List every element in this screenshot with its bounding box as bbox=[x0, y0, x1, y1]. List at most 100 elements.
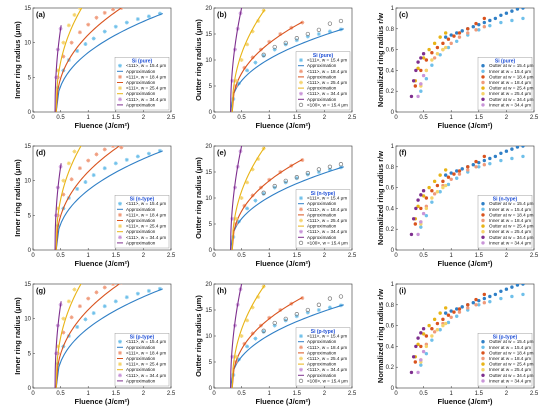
legend-entry: Approximation bbox=[307, 339, 337, 344]
data-point bbox=[457, 310, 462, 314]
data-point bbox=[66, 161, 71, 166]
data-point bbox=[81, 278, 85, 282]
data-point bbox=[446, 45, 451, 50]
chart-panel-g: 0 0.5 1 1.5 2 2.5 0 5 10 15 Fluence (J/cm²) Inner r… bbox=[13, 278, 176, 406]
data-point bbox=[452, 34, 456, 38]
legend-entry: <111>, w = 25.4 μm bbox=[126, 86, 166, 91]
y-tick-label: 0 bbox=[209, 110, 213, 116]
data-point bbox=[272, 320, 277, 326]
data-point bbox=[441, 323, 445, 328]
legend-entry: Approximation bbox=[307, 212, 337, 217]
series-markers bbox=[409, 327, 426, 375]
data-point bbox=[421, 189, 426, 193]
data-point bbox=[424, 77, 429, 81]
data-point bbox=[124, 157, 129, 162]
data-point bbox=[488, 299, 492, 304]
data-point bbox=[253, 60, 258, 65]
legend-entry: Approximation bbox=[307, 362, 337, 367]
legend-entry: <111>, w = 25.4 μm bbox=[307, 218, 347, 223]
legend-entry: Inner at w = 15.4 μm bbox=[489, 345, 531, 350]
legend-swatch bbox=[481, 373, 485, 377]
data-point bbox=[94, 290, 99, 295]
data-point bbox=[446, 37, 451, 41]
data-point bbox=[438, 190, 442, 194]
legend-entry: Inner at w = 25.4 μm bbox=[489, 91, 531, 96]
y-tick-label: 10 bbox=[24, 179, 31, 185]
legend-swatch bbox=[481, 368, 485, 372]
data-point bbox=[432, 179, 437, 184]
legend-swatch bbox=[299, 91, 303, 96]
data-point bbox=[419, 363, 423, 367]
data-point bbox=[510, 294, 514, 299]
data-point bbox=[111, 284, 116, 286]
legend-box bbox=[114, 194, 170, 249]
legend-swatch bbox=[118, 373, 122, 378]
data-point bbox=[338, 18, 344, 24]
data-point bbox=[94, 152, 99, 157]
data-point bbox=[443, 35, 448, 39]
data-point bbox=[421, 349, 426, 354]
data-point bbox=[438, 53, 442, 57]
data-point bbox=[72, 149, 77, 154]
data-point bbox=[430, 338, 434, 342]
legend-entry: Approximation bbox=[307, 97, 337, 102]
data-point bbox=[411, 79, 416, 83]
data-point bbox=[77, 166, 82, 171]
series-markers bbox=[409, 189, 426, 237]
data-point bbox=[316, 27, 322, 32]
data-point bbox=[61, 178, 66, 183]
legend-swatch bbox=[299, 367, 303, 372]
approximation-line bbox=[231, 159, 303, 250]
x-tick-label: 2 bbox=[142, 391, 146, 397]
data-point bbox=[124, 20, 129, 25]
data-point bbox=[239, 334, 244, 338]
data-point bbox=[416, 198, 420, 202]
y-tick-label: 0 bbox=[28, 248, 32, 254]
data-point bbox=[294, 36, 299, 41]
data-point bbox=[419, 358, 423, 362]
data-point bbox=[504, 149, 509, 153]
data-point bbox=[419, 89, 423, 93]
legend-swatch bbox=[481, 241, 485, 245]
legend: Si (pure)<111>, w = 15.4 μmApproximation… bbox=[295, 51, 351, 111]
series-markers bbox=[416, 73, 426, 99]
x-tick-label: 0 bbox=[394, 115, 398, 121]
data-point bbox=[455, 314, 459, 318]
y-tick-label: 0 bbox=[391, 110, 395, 116]
data-point bbox=[430, 51, 434, 55]
data-point bbox=[327, 305, 332, 310]
data-point bbox=[466, 31, 470, 35]
legend-title: Si (pure) bbox=[495, 59, 516, 65]
data-point bbox=[414, 68, 418, 73]
legend-swatch bbox=[299, 334, 303, 339]
x-tick-label: 0.5 bbox=[237, 115, 246, 121]
chart-panel-d: 0 0.5 1 1.5 2 2.5 0 5 10 15 Fluence (J/cm²) Inner r… bbox=[13, 144, 176, 268]
panel-label: (h) bbox=[217, 286, 227, 295]
legend-swatch bbox=[481, 235, 485, 239]
approximation-line bbox=[55, 288, 163, 388]
y-axis-label: Outter ring radius (μm) bbox=[194, 19, 203, 101]
data-point bbox=[499, 289, 503, 293]
data-point bbox=[449, 315, 453, 319]
data-point bbox=[72, 12, 77, 17]
data-point bbox=[421, 56, 426, 60]
data-point bbox=[414, 344, 418, 349]
legend-swatch bbox=[299, 218, 303, 223]
data-point bbox=[482, 296, 487, 301]
series-group bbox=[230, 8, 344, 112]
approximation-line bbox=[54, 25, 62, 112]
data-point bbox=[460, 167, 464, 171]
legend-entry: <111>, w = 25.4 μm bbox=[307, 80, 347, 85]
data-point bbox=[521, 16, 525, 21]
data-point bbox=[521, 292, 525, 297]
x-tick-label: 0.5 bbox=[56, 391, 65, 397]
data-point bbox=[421, 211, 426, 216]
legend-entry: <111>, w = 34.4 μm bbox=[307, 91, 347, 96]
data-point bbox=[488, 161, 492, 166]
data-point bbox=[455, 31, 459, 35]
legend-swatch bbox=[299, 69, 303, 74]
legend: Si (p-type)<111>, w = 15.4 μmApproximati… bbox=[114, 333, 170, 387]
data-point bbox=[413, 84, 418, 88]
legend-entry: Outter at w = 34.4 μm bbox=[489, 235, 534, 240]
data-point bbox=[413, 222, 418, 226]
